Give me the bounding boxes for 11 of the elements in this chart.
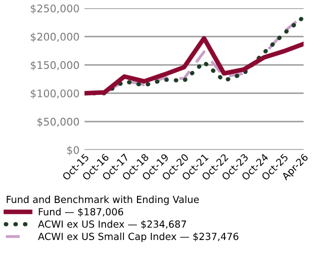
legend-title: Fund and Benchmark with Ending Value	[6, 196, 199, 205]
y-tick-label: $50,000	[37, 118, 79, 128]
y-tick-label: $150,000	[30, 60, 79, 70]
legend-label: ACWI ex US Small Cap Index — $237,476	[38, 232, 238, 242]
y-tick-label: $0	[67, 146, 79, 156]
line-series	[84, 36, 304, 96]
y-tick-label: $200,000	[30, 32, 79, 42]
y-tick-label: $250,000	[30, 4, 79, 14]
y-tick-label: $100,000	[30, 89, 79, 99]
legend-label: Fund — $187,006	[38, 208, 124, 217]
legend-label: ACWI ex US Index — $234,687	[38, 220, 186, 230]
